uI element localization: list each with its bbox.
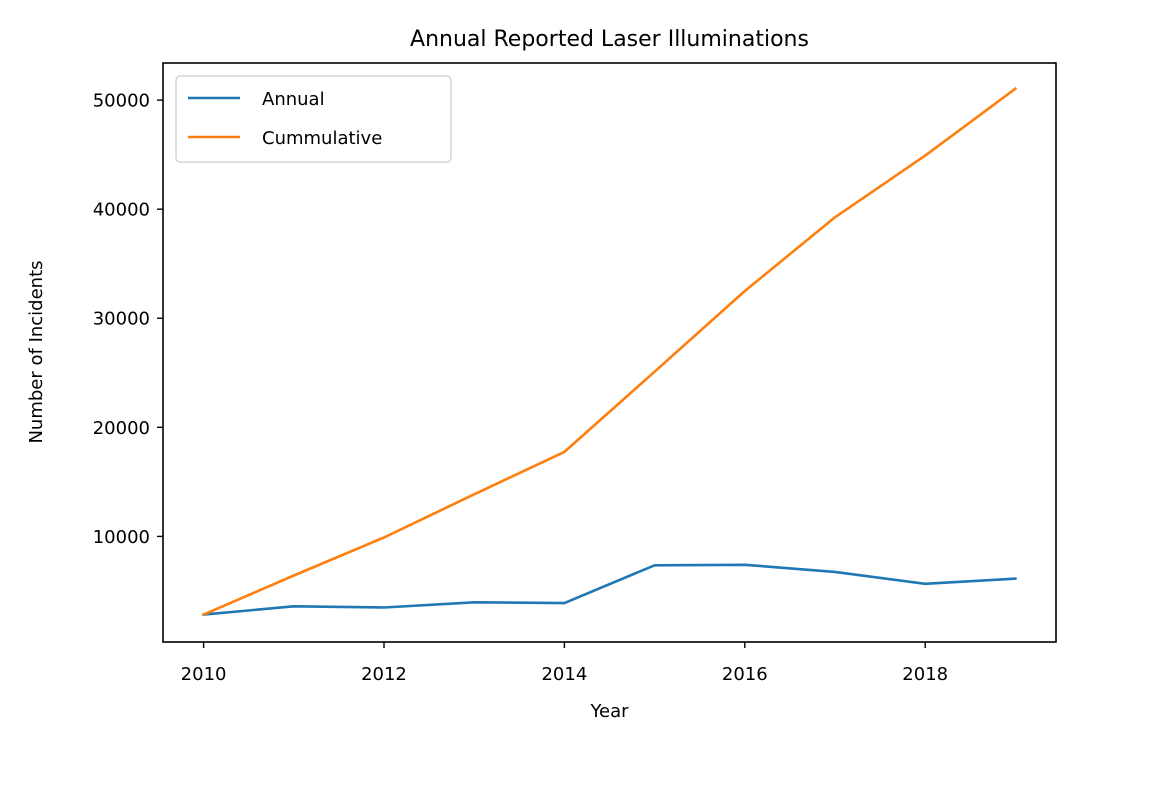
x-tick-label: 2014: [541, 664, 587, 685]
legend-label-cummulative: Cummulative: [262, 128, 382, 149]
y-tick-label: 30000: [93, 309, 150, 330]
x-tick-label: 2010: [181, 664, 227, 685]
x-tick-label: 2016: [722, 664, 768, 685]
y-tick-label: 50000: [93, 91, 150, 112]
y-tick-label: 20000: [93, 418, 150, 439]
legend-box: [175, 75, 452, 163]
y-axis: 10000 20000 30000 40000 50000: [93, 91, 163, 548]
x-axis-label: Year: [589, 701, 629, 722]
series-line-annual: [202, 563, 1017, 617]
y-tick-label: 10000: [93, 527, 150, 548]
series-line-cummulative: [201, 86, 1018, 617]
y-tick-label: 40000: [93, 200, 150, 221]
legend-label-annual: Annual: [262, 89, 325, 110]
legend: Annual Cummulative: [175, 75, 452, 163]
chart-title: Annual Reported Laser Illuminations: [410, 27, 809, 52]
y-axis-label: Number of Incidents: [26, 260, 47, 443]
x-axis: 2010 2012 2014 2016 2018: [181, 642, 948, 685]
x-tick-label: 2018: [902, 664, 948, 685]
plot-frame: [162, 62, 1057, 643]
plot-lines: [201, 86, 1018, 617]
x-tick-label: 2012: [361, 664, 407, 685]
